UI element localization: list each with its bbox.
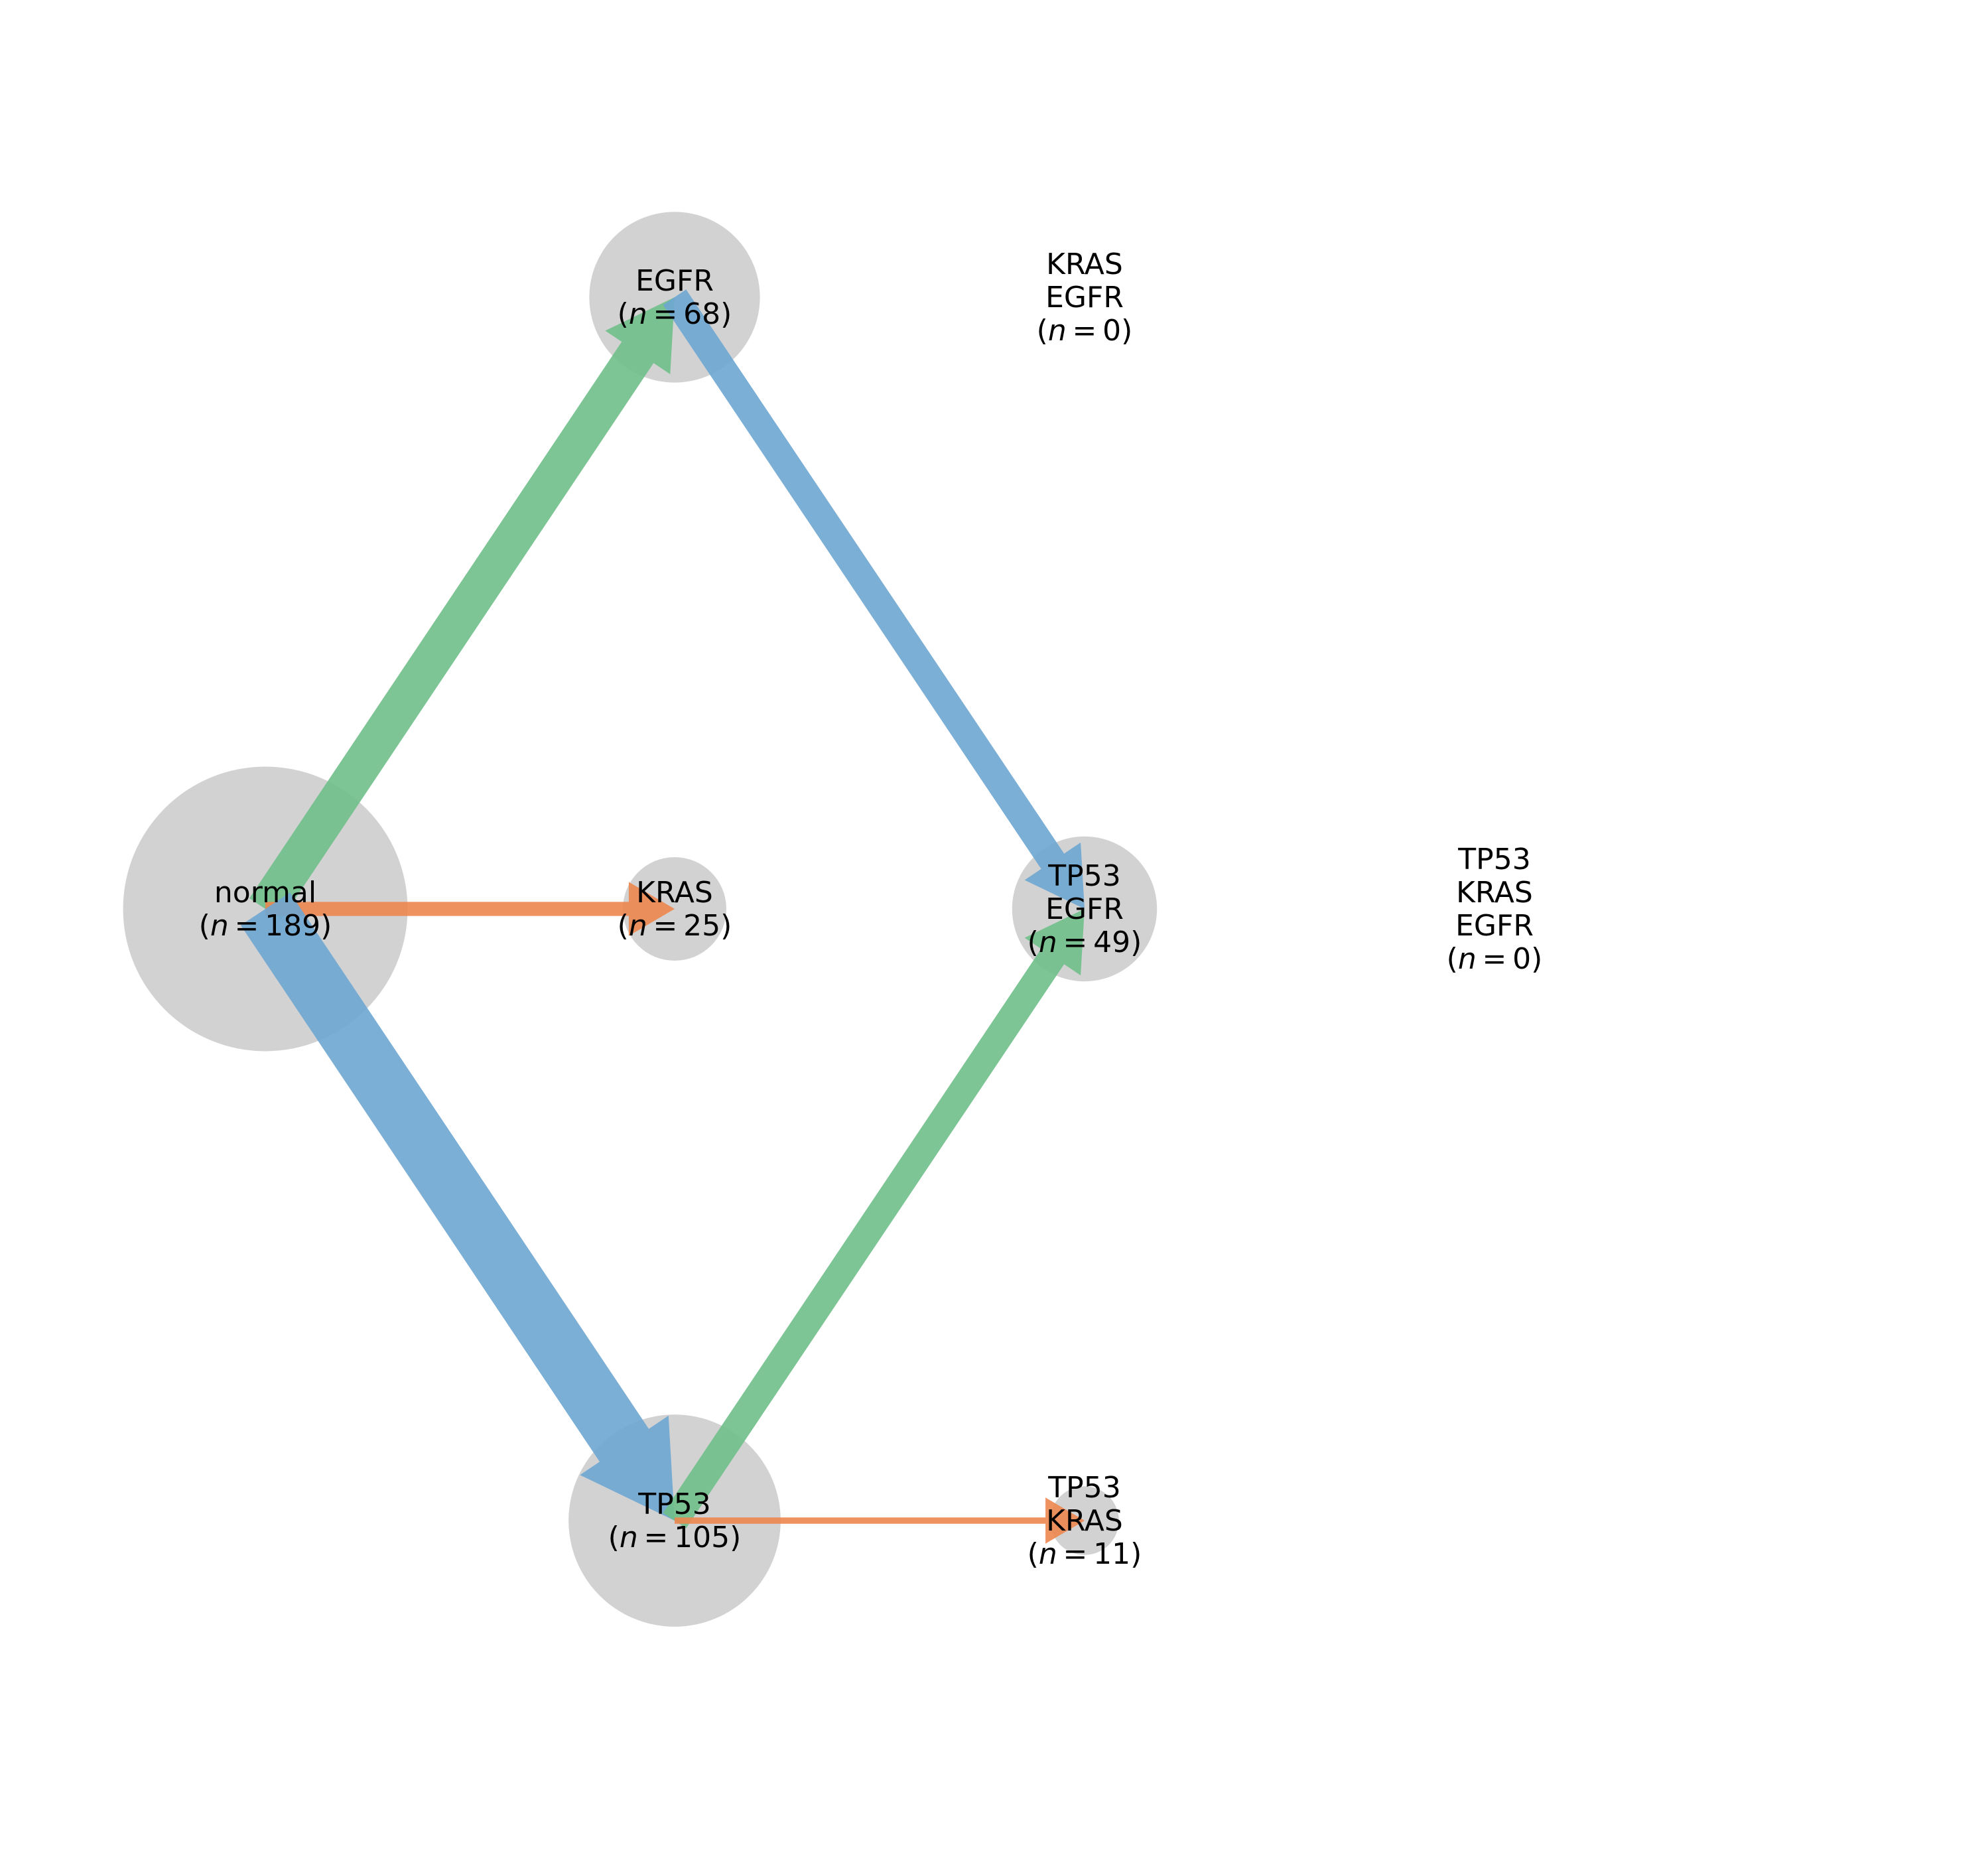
node-count-close: ) [1130,1537,1142,1571]
node-count-equals: = [229,909,265,943]
node-label-line: normal [214,876,316,910]
node-count-symbol: n [1039,1537,1057,1571]
node-count-open: ( [1037,314,1048,348]
node-count-value: 11 [1093,1537,1130,1571]
node-label-TP53: TP53 (n = 105) [608,1487,742,1554]
node-label-line: KRAS [636,876,713,910]
edge-arrows-layer [240,289,1085,1544]
node-label-line: KRAS [1046,247,1123,281]
node-label-KRAS: KRAS (n = 25) [618,876,732,943]
node-count-open: ( [608,1521,620,1554]
node-count-value: 68 [683,297,720,331]
node-count-close: ) [720,297,732,331]
node-label-normal: normal (n = 189) [199,876,332,943]
node-count-equals: = [647,909,683,943]
node-count-close: ) [730,1521,741,1554]
node-count-close: ) [1531,942,1542,976]
node-count-open: ( [1027,926,1039,959]
node-label-TP53_EGFR: TP53 EGFR (n = 49) [1027,859,1142,959]
node-label-line: TP53 [1047,1471,1120,1505]
node-label-line: EGFR [1045,892,1124,926]
edge-arrow-normal-EGFR [249,297,675,920]
node-label-KRAS_EGFR: KRAS EGFR (n = 0) [1037,247,1133,348]
node-count-open: ( [618,909,629,943]
node-count-close: ) [320,909,332,943]
node-count-value: 25 [683,909,720,943]
node-count-close: ) [1121,314,1132,348]
node-label-line: KRAS [1046,1504,1123,1538]
node-count-equals: = [1057,1537,1093,1571]
node-count-symbol: n [210,909,229,943]
edge-arrow-normal-KRAS [265,882,675,936]
node-count-value: 0 [1512,942,1531,976]
edge-arrow-normal-TP53 [240,892,675,1521]
node-label-line: EGFR [1455,909,1534,943]
node-label-line: TP53 [1457,843,1530,876]
edge-arrow-EGFR-TP53_EGFR [663,289,1085,909]
node-labels-layer: normal (n = 189)EGFR (n = 68)KRAS (n = 25)T… [199,247,1543,1571]
node-count-close: ) [720,909,732,943]
edge-arrow-TP53-TP53_EGFR [663,909,1085,1529]
node-label-line: KRAS [1456,876,1533,910]
node-label-EGFR: EGFR (n = 68) [618,264,732,331]
node-count-equals: = [1057,926,1093,959]
node-label-line: TP53 [1047,859,1120,893]
node-count-open: ( [618,297,629,331]
node-count-equals: = [647,297,683,331]
node-label-TP53_KRAS: TP53 KRAS (n = 11) [1027,1471,1142,1571]
node-count-symbol: n [620,1521,638,1554]
node-count-open: ( [199,909,210,943]
node-count-equals: = [1067,314,1102,348]
node-count-close: ) [1130,926,1142,959]
node-count-symbol: n [629,297,647,331]
node-count-equals: = [1477,942,1512,976]
node-count-symbol: n [629,909,647,943]
node-count-symbol: n [1039,926,1057,959]
node-count-symbol: n [1048,314,1067,348]
node-label-line: EGFR [1045,281,1124,314]
node-count-symbol: n [1458,942,1477,976]
node-count-value: 49 [1093,926,1130,959]
node-count-value: 189 [265,909,320,943]
node-count-open: ( [1447,942,1458,976]
edge-arrow-TP53-TP53_KRAS [675,1497,1085,1544]
node-count-open: ( [1027,1537,1039,1571]
node-label-line: TP53 [637,1487,710,1521]
node-label-TP53_KRAS_EGFR: TP53 KRAS EGFR (n = 0) [1447,843,1543,976]
node-count-value: 105 [674,1521,730,1554]
node-count-equals: = [638,1521,674,1554]
node-count-value: 0 [1102,314,1121,348]
node-label-line: EGFR [635,264,714,298]
